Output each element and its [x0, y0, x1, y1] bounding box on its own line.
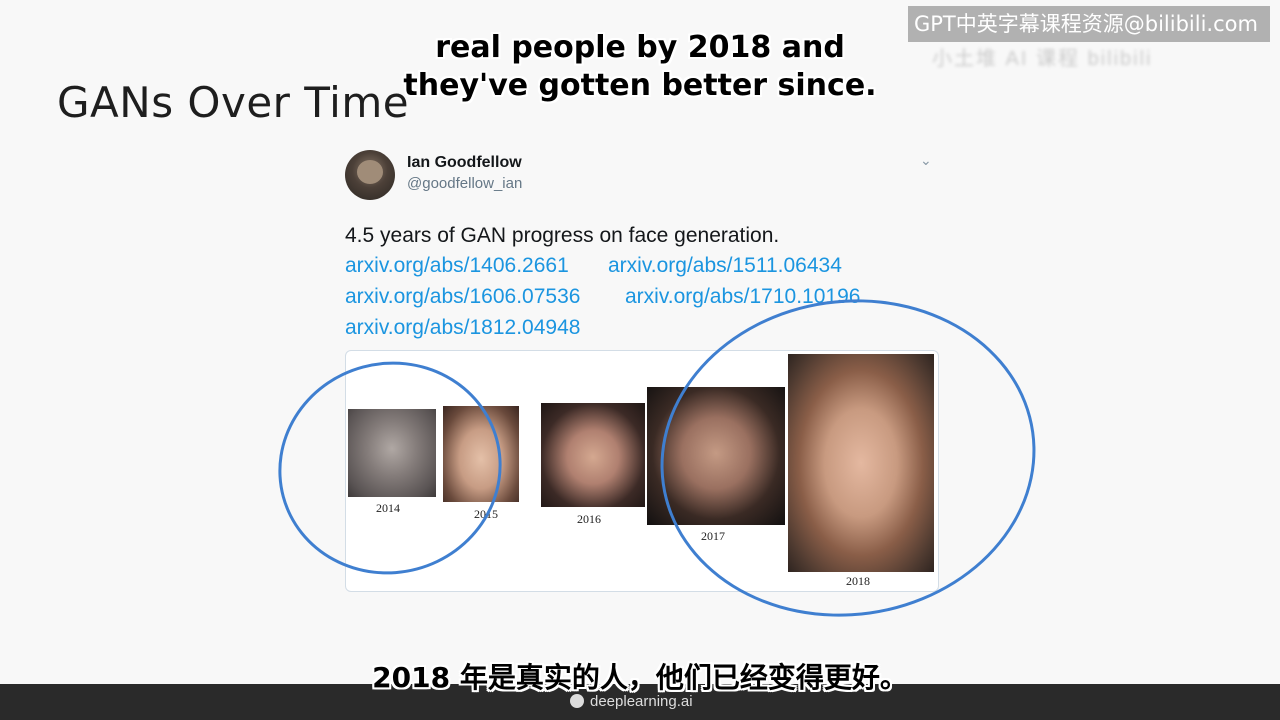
deeplearning-logo-icon [570, 694, 584, 708]
tweet-link-1[interactable]: arxiv.org/abs/1406.2661 [345, 254, 569, 277]
tweet-link-5[interactable]: arxiv.org/abs/1812.04948 [345, 316, 581, 339]
subtitle-english-line-2: they've gotten better since. [403, 68, 877, 103]
slide: GANs Over Time GPT中英字幕课程资源@bilibili.com … [57, 6, 1270, 641]
face-image-2015 [443, 406, 519, 502]
watermark: GPT中英字幕课程资源@bilibili.com [908, 6, 1270, 42]
subtitle-chinese: 2018 年是真实的人，他们已经变得更好。 [372, 661, 908, 694]
year-label-2016: 2016 [577, 512, 601, 526]
video-footer-bar [0, 684, 1280, 720]
tweet-link-4[interactable]: arxiv.org/abs/1710.10196 [625, 285, 861, 308]
avatar[interactable] [345, 150, 395, 200]
brand-text: deeplearning.ai [590, 693, 693, 710]
year-label-2014: 2014 [376, 501, 400, 515]
face-image-2016 [541, 403, 645, 507]
tweet-media[interactable]: 2014 2015 2016 2017 2018 [345, 350, 939, 592]
tweet-link-2[interactable]: arxiv.org/abs/1511.06434 [608, 254, 842, 277]
year-label-2018: 2018 [846, 574, 870, 588]
tweet-text: 4.5 years of GAN progress on face genera… [345, 224, 780, 247]
face-image-2017 [647, 387, 785, 525]
tweet-author-name[interactable]: Ian Goodfellow [407, 154, 522, 171]
tweet-card: Ian Goodfellow @goodfellow_ian ⌄ 4.5 yea… [330, 140, 950, 610]
face-image-2018 [788, 354, 934, 572]
watermark-blurred: 小土堆 AI 课程 bilibili [932, 48, 1153, 70]
slide-title: GANs Over Time [57, 78, 410, 127]
subtitle-english-line-1: real people by 2018 and [435, 30, 845, 65]
year-label-2015: 2015 [474, 507, 498, 521]
face-image-2014 [348, 409, 436, 497]
year-label-2017: 2017 [701, 529, 725, 543]
tweet-author-handle[interactable]: @goodfellow_ian [407, 175, 523, 192]
tweet-link-3[interactable]: arxiv.org/abs/1606.07536 [345, 285, 581, 308]
chevron-down-icon[interactable]: ⌄ [920, 152, 932, 168]
brand: deeplearning.ai [570, 688, 693, 716]
